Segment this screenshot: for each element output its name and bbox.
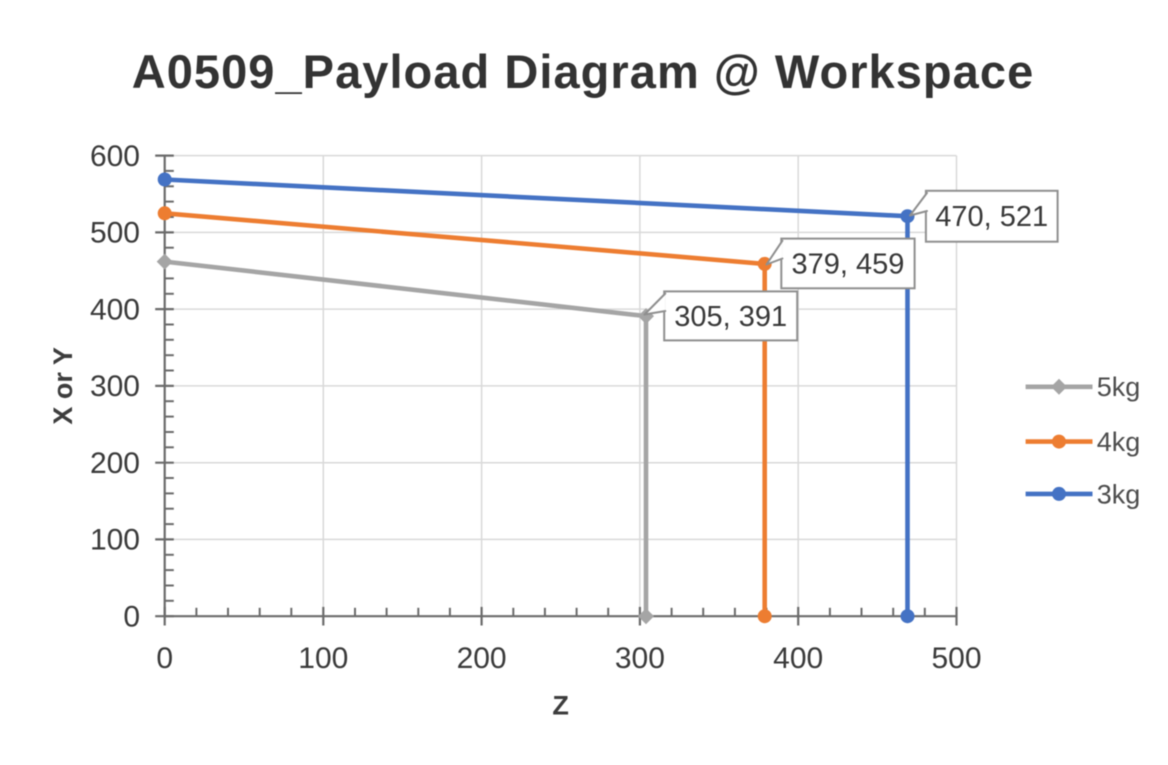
svg-text:400: 400 bbox=[90, 293, 140, 326]
svg-text:500: 500 bbox=[90, 217, 140, 250]
svg-text:100: 100 bbox=[90, 524, 140, 557]
svg-text:200: 200 bbox=[457, 642, 507, 675]
svg-text:200: 200 bbox=[90, 447, 140, 480]
svg-text:A0509_Payload Diagram @ Worksp: A0509_Payload Diagram @ Workspace bbox=[132, 45, 1035, 98]
svg-text:305, 391: 305, 391 bbox=[674, 301, 787, 333]
svg-text:100: 100 bbox=[298, 642, 348, 675]
svg-text:400: 400 bbox=[773, 642, 823, 675]
svg-text:470, 521: 470, 521 bbox=[935, 201, 1048, 233]
svg-text:3kg: 3kg bbox=[1097, 479, 1141, 509]
svg-text:Z: Z bbox=[552, 691, 569, 721]
svg-text:600: 600 bbox=[90, 140, 140, 173]
svg-text:X or Y: X or Y bbox=[48, 347, 78, 425]
svg-text:500: 500 bbox=[931, 642, 981, 675]
svg-text:4kg: 4kg bbox=[1097, 427, 1141, 457]
svg-text:379, 459: 379, 459 bbox=[792, 249, 905, 281]
svg-text:300: 300 bbox=[90, 370, 140, 403]
svg-text:0: 0 bbox=[123, 600, 140, 633]
svg-text:300: 300 bbox=[615, 642, 665, 675]
svg-text:5kg: 5kg bbox=[1097, 372, 1141, 402]
svg-text:0: 0 bbox=[156, 642, 173, 675]
